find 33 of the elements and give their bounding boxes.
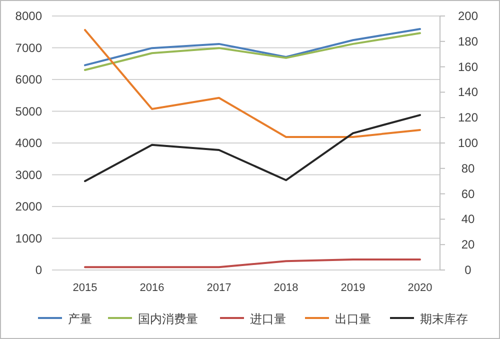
y2-tick-label: 0	[464, 263, 472, 277]
y2-tick-label: 60	[461, 186, 475, 201]
legend-label: 出口量	[335, 312, 371, 326]
y2-tick-label: 200	[458, 9, 478, 23]
y-tick-label: 7000	[15, 40, 42, 55]
legend-label: 国内消费量	[138, 312, 198, 326]
y-tick-label: 5000	[15, 104, 42, 118]
y-tick-label: 6000	[15, 72, 42, 86]
y2-tick-label: 180	[458, 34, 478, 48]
x-tick-label: 2019	[340, 282, 366, 294]
x-tick-label: 2017	[206, 282, 232, 294]
x-tick-label: 2018	[274, 282, 298, 294]
y2-tick-label: 160	[458, 60, 478, 74]
y2-tick-label: 80	[461, 161, 475, 176]
x-tick-label: 2016	[140, 282, 164, 294]
line-series	[84, 28, 421, 138]
y2-tick-label: 120	[458, 110, 478, 125]
x-tick-label: 2015	[72, 282, 98, 294]
line-series	[84, 114, 421, 182]
y2-tick-label: 20	[461, 238, 475, 252]
y-tick-label: 8000	[15, 9, 42, 23]
y-tick-label: 4000	[15, 136, 42, 150]
y-tick-label: 1000	[15, 231, 42, 246]
y-tick-label: 3000	[15, 168, 42, 182]
x-tick-label: 2020	[408, 282, 432, 294]
legend-label: 产量	[68, 312, 92, 326]
y2-tick-label: 100	[458, 136, 478, 150]
y-tick-label: 0	[35, 263, 42, 277]
legend-label: 期末库存	[420, 312, 468, 326]
y2-tick-label: 140	[458, 85, 478, 100]
y-tick-label: 2000	[15, 200, 42, 214]
legend-label: 进口量	[250, 312, 286, 326]
y2-tick-label: 40	[461, 212, 475, 226]
